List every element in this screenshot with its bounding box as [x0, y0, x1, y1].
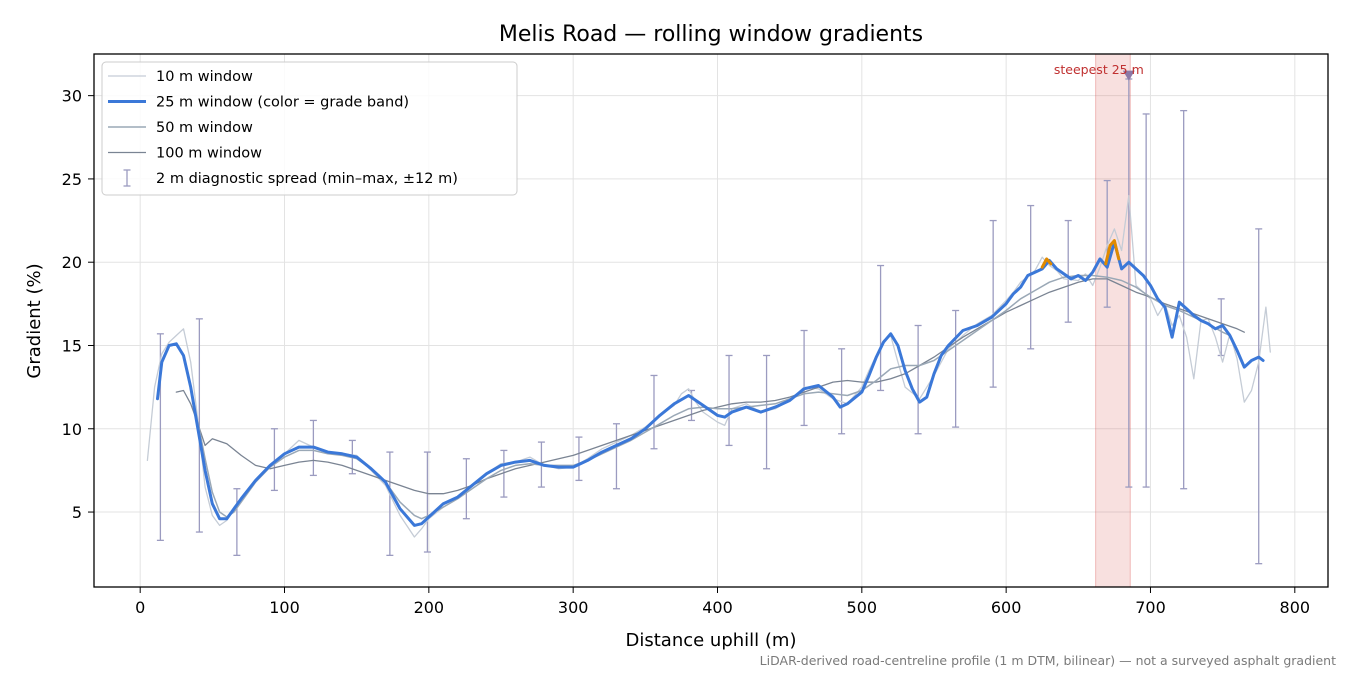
series-group — [146, 78, 1271, 565]
steepest-marker — [1122, 70, 1135, 81]
footnote: LiDAR-derived road-centreline profile (1… — [760, 653, 1336, 668]
y-tick-label: 5 — [72, 503, 82, 522]
x-tick-label: 800 — [1280, 598, 1311, 617]
legend-label: 10 m window — [156, 69, 253, 85]
x-tick-label: 200 — [414, 598, 445, 617]
y-tick-label: 30 — [62, 87, 82, 106]
series-line-2 — [197, 274, 1231, 520]
legend-box — [101, 61, 518, 196]
y-tick-label: 20 — [62, 253, 82, 272]
steepest-highlight-band — [1095, 53, 1131, 588]
y-tick-label: 10 — [62, 420, 82, 439]
legend-label: 2 m diagnostic spread (min–max, ±12 m) — [156, 171, 458, 187]
series-line-1 — [156, 240, 1265, 527]
chart-title: Melis Road — rolling window gradients — [499, 22, 923, 47]
x-axis-label: Distance uphill (m) — [626, 630, 797, 651]
x-tick-label: 0 — [135, 598, 145, 617]
legend-label: 50 m window — [156, 120, 253, 136]
y-tick-label: 25 — [62, 170, 82, 189]
grade-band-segment — [1104, 239, 1121, 266]
plot-area: steepest 25 m 0 100 200 300 400 500 600 700 800 5 1… — [62, 53, 1329, 617]
x-tick-label: 700 — [1135, 598, 1166, 617]
y-tick-label: 15 — [62, 336, 82, 355]
x-tick-label: 600 — [991, 598, 1022, 617]
x-tick-label: 300 — [558, 598, 589, 617]
x-tick-label: 400 — [702, 598, 733, 617]
x-tick-label: 100 — [269, 598, 300, 617]
legend-label: 100 m window — [156, 146, 262, 162]
y-axis-label: Gradient (%) — [24, 263, 45, 378]
steepest-label: steepest 25 m — [1054, 62, 1144, 77]
plot-frame — [93, 53, 1329, 588]
series-line-3 — [175, 278, 1245, 495]
legend-label: 25 m window (color = grade band) — [156, 95, 409, 111]
grade-band-segment — [1040, 257, 1053, 269]
x-tick-label: 500 — [847, 598, 878, 617]
